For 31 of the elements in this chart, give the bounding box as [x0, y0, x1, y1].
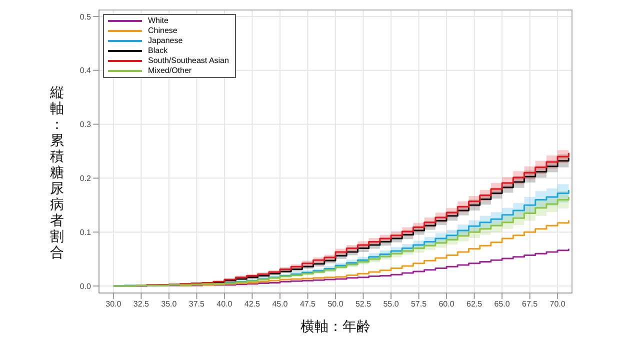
- x-tick-label: 70.0: [550, 300, 566, 309]
- x-tick-label: 67.5: [522, 300, 538, 309]
- x-tick-label: 32.5: [133, 300, 150, 309]
- x-axis-title: 横軸：年齢: [300, 318, 372, 336]
- legend-label: White: [148, 16, 168, 26]
- legend-label: Japanese: [148, 36, 183, 46]
- y-tick-label: 0.3: [80, 120, 92, 130]
- x-tick-label: 37.5: [188, 300, 206, 309]
- x-tick-label: 55.0: [383, 300, 400, 309]
- y-tick-label: 0.0: [80, 282, 92, 291]
- legend-label: Chinese: [148, 26, 178, 36]
- y-tick-label: 0.5: [80, 12, 92, 22]
- legend-label: Mixed/Other: [148, 66, 192, 76]
- y-tick-label: 0.1: [80, 228, 92, 237]
- x-tick-label: 65.0: [494, 300, 510, 309]
- x-tick-label: 57.5: [410, 300, 428, 309]
- text: 縦軸：累積糖尿病者割合: [50, 84, 64, 260]
- legend-label: Black: [148, 46, 168, 56]
- y-tick-label: 0.2: [80, 174, 92, 184]
- x-tick-label: 45.0: [272, 300, 288, 309]
- x-tick-label: 50.0: [328, 300, 344, 309]
- x-tick-label: 60.0: [438, 300, 455, 309]
- x-tick-label: 35.0: [161, 300, 178, 309]
- x-tick-label: 62.5: [466, 300, 483, 309]
- y-tick-label: 0.4: [80, 66, 92, 76]
- x-tick-label: 40.0: [216, 300, 233, 309]
- legend-label: South/Southeast Asian: [148, 56, 229, 66]
- x-tick-label: 52.5: [355, 300, 372, 309]
- x-tick-label: 42.5: [244, 300, 261, 309]
- x-tick-label: 30.0: [106, 300, 122, 309]
- x-tick-label: 47.5: [300, 300, 316, 309]
